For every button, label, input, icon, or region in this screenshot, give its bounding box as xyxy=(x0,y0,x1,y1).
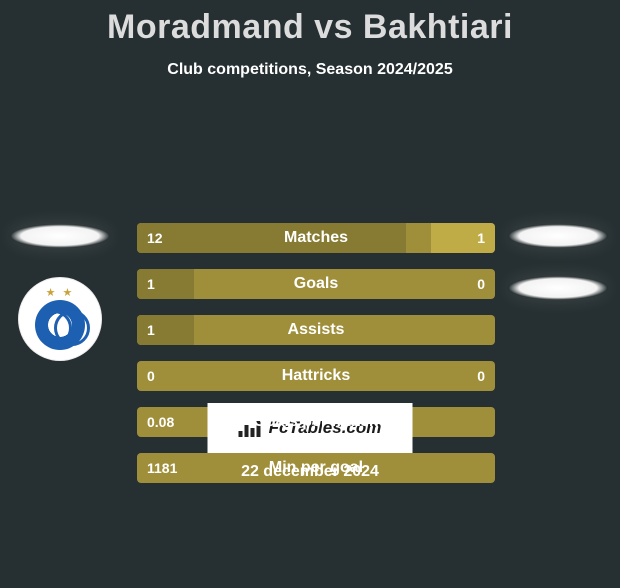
stat-bars: 12 Matches 1 1 Goals 0 1 Assists 0 Hattricks 0 0.08… xyxy=(137,223,495,499)
page-subtitle: Club competitions, Season 2024/2025 xyxy=(0,61,620,79)
stat-row: 0 Hattricks 0 xyxy=(137,361,495,391)
stat-label: Hattricks xyxy=(282,367,350,385)
stat-right-value: 1 xyxy=(467,223,495,253)
stat-left-value: 1181 xyxy=(137,453,187,483)
stat-right-value xyxy=(475,407,495,437)
stat-left-value: 0 xyxy=(137,361,165,391)
stat-row: 1 Goals 0 xyxy=(137,269,495,299)
page-title: Moradmand vs Bakhtiari xyxy=(0,8,620,47)
stat-label: Goals per match xyxy=(253,413,378,431)
stat-label: Min per goal xyxy=(269,459,363,477)
stat-row: 12 Matches 1 xyxy=(137,223,495,253)
stat-label: Assists xyxy=(288,321,345,339)
club-logo-ring-icon xyxy=(35,300,85,350)
stat-left-segment xyxy=(137,223,406,253)
stat-right-value: 0 xyxy=(467,361,495,391)
stat-right-value xyxy=(475,453,495,483)
player-right-avatar-placeholder xyxy=(508,224,608,248)
stat-label: Matches xyxy=(284,229,348,247)
stat-left-value: 0.08 xyxy=(137,407,184,437)
stat-left-value: 12 xyxy=(137,223,173,253)
stat-left-value: 1 xyxy=(137,269,165,299)
player-left-club-logo: ★ ★ xyxy=(18,277,102,361)
stat-right-value: 0 xyxy=(467,269,495,299)
player-left-avatar-placeholder xyxy=(10,224,110,248)
stat-right-value xyxy=(475,315,495,345)
stat-left-value: 1 xyxy=(137,315,165,345)
club-logo-stars-icon: ★ ★ xyxy=(46,288,75,298)
stat-label: Goals xyxy=(294,275,338,293)
stat-row: 1 Assists xyxy=(137,315,495,345)
player-right-club-placeholder xyxy=(508,276,608,300)
